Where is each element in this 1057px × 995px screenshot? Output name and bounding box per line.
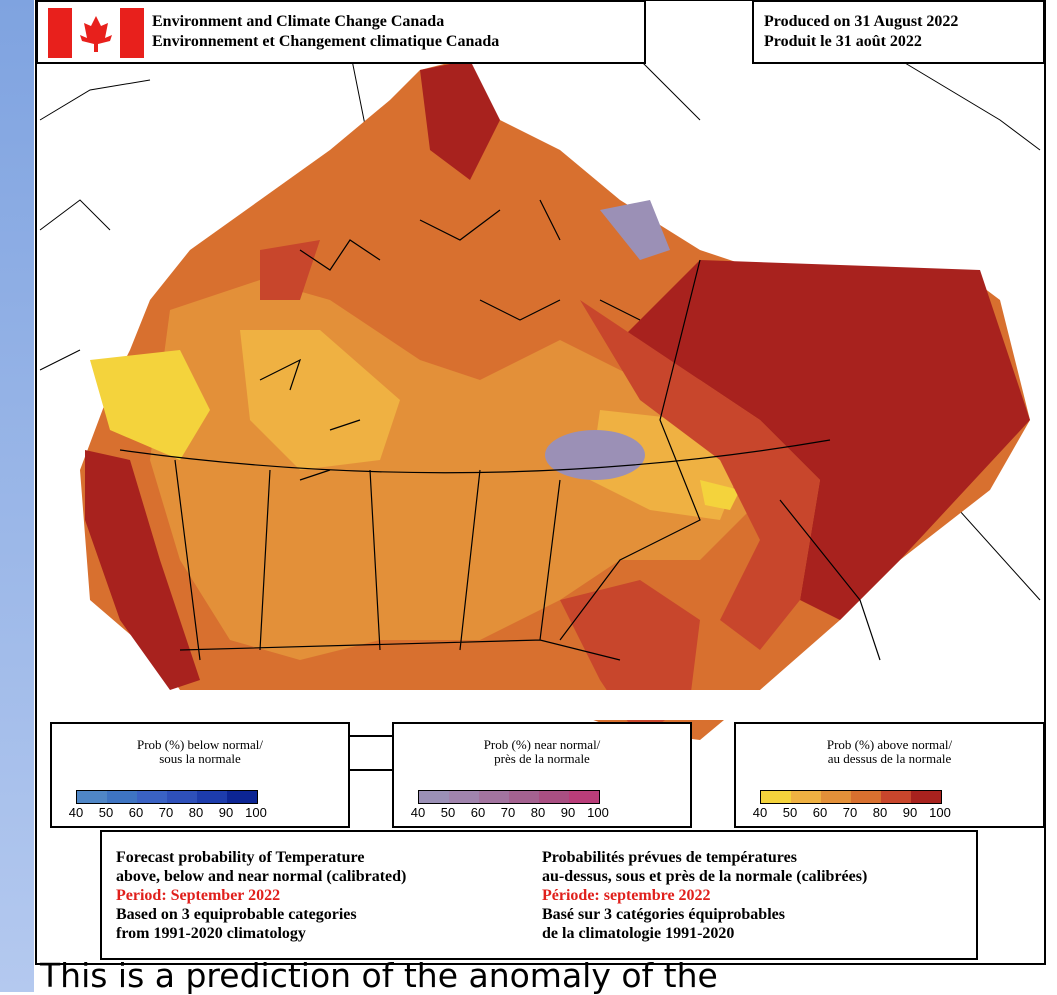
legend-swatch bbox=[881, 791, 911, 803]
info-line: Basé sur 3 catégories équiprobables bbox=[542, 906, 785, 923]
legend-tick: 50 bbox=[782, 805, 798, 820]
produced-box: Produced on 31 August 2022 Produit le 31… bbox=[752, 0, 1045, 64]
legend-swatch bbox=[449, 791, 479, 803]
legend-title: Prob (%) below normal/sous la normale bbox=[52, 738, 348, 766]
info-line: de la climatologie 1991-2020 bbox=[542, 925, 735, 942]
legend-swatch bbox=[851, 791, 881, 803]
legend-tick: 70 bbox=[158, 805, 174, 820]
legend-title-line: au dessus de la normale bbox=[827, 751, 952, 766]
legend-swatch bbox=[197, 791, 227, 803]
legend-tick: 100 bbox=[929, 805, 951, 820]
legend-tick: 40 bbox=[752, 805, 768, 820]
produced-line: Produced on 31 August 2022 bbox=[764, 13, 959, 30]
info-line: from 1991-2020 climatology bbox=[116, 925, 306, 942]
legend-tick: 60 bbox=[812, 805, 828, 820]
legend-tick: 40 bbox=[410, 805, 426, 820]
legend-swatch bbox=[227, 791, 257, 803]
legend-tick: 50 bbox=[98, 805, 114, 820]
legend-title-line: Prob (%) near normal/ bbox=[483, 737, 601, 752]
produced-line: Produit le 31 août 2022 bbox=[764, 33, 922, 50]
legend-swatch bbox=[569, 791, 599, 803]
legend-tick: 40 bbox=[68, 805, 84, 820]
info-line: Période: septembre 2022 bbox=[542, 887, 711, 904]
legend-bar bbox=[760, 790, 942, 804]
info-line: above, below and near normal (calibrated… bbox=[116, 868, 407, 885]
agency-name: Environment and Climate Change Canada En… bbox=[152, 12, 499, 52]
side-strip bbox=[0, 0, 34, 992]
legend-tick: 90 bbox=[218, 805, 234, 820]
legend-title-line: près de la normale bbox=[494, 751, 590, 766]
legend-box: Prob (%) above normal/au dessus de la no… bbox=[734, 722, 1045, 828]
legend-swatch bbox=[419, 791, 449, 803]
legend-tick: 90 bbox=[902, 805, 918, 820]
info-line: Probabilités prévues de températures bbox=[542, 849, 797, 866]
info-left: Forecast probability of Temperature above… bbox=[116, 848, 406, 943]
legend-bar bbox=[76, 790, 258, 804]
legend-tick: 60 bbox=[128, 805, 144, 820]
legend-box: Prob (%) near normal/près de la normale 4… bbox=[392, 722, 692, 828]
caption: This is a prediction of the anomaly of t… bbox=[40, 956, 718, 995]
info-line: au-dessus, sous et près de la normale (c… bbox=[542, 868, 868, 885]
legend-tick: 90 bbox=[560, 805, 576, 820]
legend-swatch bbox=[479, 791, 509, 803]
legend-tick: 70 bbox=[500, 805, 516, 820]
legend-tick: 50 bbox=[440, 805, 456, 820]
legend-tick: 80 bbox=[530, 805, 546, 820]
legend-swatch bbox=[911, 791, 941, 803]
legend-tick: 100 bbox=[245, 805, 267, 820]
info-line: Based on 3 equiprobable categories bbox=[116, 906, 357, 923]
legend-tick: 80 bbox=[872, 805, 888, 820]
small-box bbox=[348, 735, 394, 771]
legend-swatch bbox=[167, 791, 197, 803]
agency-line: Environnement et Changement climatique C… bbox=[152, 33, 500, 50]
agency-box: Environment and Climate Change Canada En… bbox=[36, 0, 646, 64]
info-line: Forecast probability of Temperature bbox=[116, 849, 365, 866]
legend-tick: 100 bbox=[587, 805, 609, 820]
info-right: Probabilités prévues de températures au-d… bbox=[542, 848, 867, 943]
legend-swatch bbox=[137, 791, 167, 803]
legend-title: Prob (%) above normal/au dessus de la no… bbox=[736, 738, 1043, 766]
legend-swatch bbox=[509, 791, 539, 803]
legend-tick: 60 bbox=[470, 805, 486, 820]
flag bbox=[48, 8, 144, 58]
info-box: Forecast probability of Temperature above… bbox=[100, 830, 978, 960]
legend-swatch bbox=[77, 791, 107, 803]
legend-swatch bbox=[791, 791, 821, 803]
legend-swatch bbox=[539, 791, 569, 803]
agency-line: Environment and Climate Change Canada bbox=[152, 13, 445, 30]
legend-bar bbox=[418, 790, 600, 804]
legend-title-line: Prob (%) above normal/ bbox=[826, 737, 953, 752]
legend-tick: 70 bbox=[842, 805, 858, 820]
legend-box: Prob (%) below normal/sous la normale 40 5… bbox=[50, 722, 350, 828]
legend-title: Prob (%) near normal/près de la normale bbox=[394, 738, 690, 766]
legend-swatch bbox=[761, 791, 791, 803]
legend-title-line: Prob (%) below normal/ bbox=[136, 737, 263, 752]
info-line: Period: September 2022 bbox=[116, 887, 281, 904]
legend-tick: 80 bbox=[188, 805, 204, 820]
legend-swatch bbox=[821, 791, 851, 803]
legend-title-line: sous la normale bbox=[159, 751, 241, 766]
legend-swatch bbox=[107, 791, 137, 803]
